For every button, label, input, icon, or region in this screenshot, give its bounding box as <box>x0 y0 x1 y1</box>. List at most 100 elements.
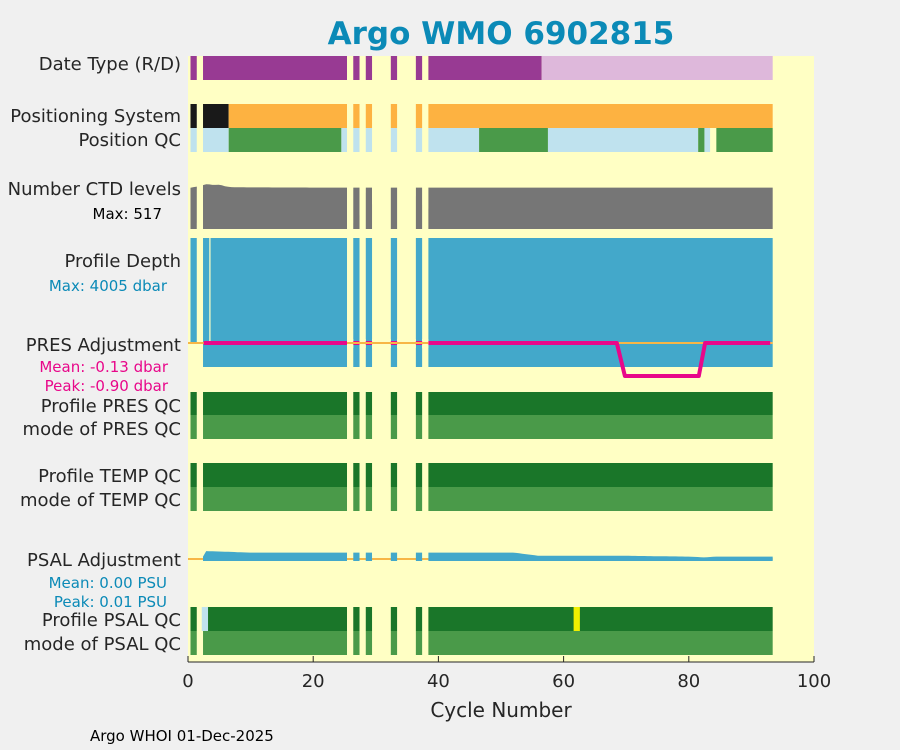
mode-pres-qc-bar <box>390 415 398 439</box>
ctd-levels-area <box>415 187 423 229</box>
position-qc-bar <box>415 128 423 152</box>
profile-depth-bar <box>203 238 210 343</box>
position-qc-bar <box>698 128 705 152</box>
position-qc-bar <box>547 128 699 152</box>
row-label-positioning-system: Positioning System <box>10 106 181 127</box>
ctd-levels-area <box>353 187 360 229</box>
psal-adjustment-area <box>365 552 373 561</box>
position-qc-bar <box>479 128 548 152</box>
ctd-levels-area <box>203 184 348 229</box>
pres-adjustment-line <box>203 341 771 378</box>
position-qc-bar <box>353 128 360 152</box>
position-qc-bar <box>390 128 398 152</box>
position-qc-bar <box>704 128 711 152</box>
row-label-profile-psal-qc: Profile PSAL QC <box>42 610 181 631</box>
date-type-bar <box>415 56 423 80</box>
profile-psal-qc-bar <box>365 607 373 631</box>
date-type-bar <box>190 56 197 80</box>
psal-adjustment-area <box>353 552 360 561</box>
profile-depth-lower-bar <box>365 343 373 367</box>
profile-depth-lower-bar <box>353 343 360 367</box>
mode-temp-qc-bar <box>390 487 398 511</box>
date-type-bar <box>353 56 360 80</box>
psal-qc-flag <box>573 607 580 631</box>
mode-psal-qc-bar <box>415 631 423 655</box>
mode-pres-qc-bar <box>365 415 373 439</box>
positioning-system-bar <box>190 104 197 128</box>
profile-depth-bar <box>415 238 423 343</box>
mode-psal-qc-bar <box>190 631 197 655</box>
x-tick-label: 80 <box>677 671 700 692</box>
chart-title: Argo WMO 6902815 <box>328 16 675 52</box>
mode-temp-qc-bar <box>415 487 423 511</box>
profile-pres-qc-bar <box>203 392 348 415</box>
mode-psal-qc-bar <box>365 631 373 655</box>
profile-temp-qc-bar <box>428 463 773 487</box>
profile-psal-qc-bar <box>415 607 423 631</box>
position-qc-bar <box>428 128 480 152</box>
profile-depth-lower-bar <box>428 343 773 367</box>
mode-temp-qc-bar <box>353 487 360 511</box>
mode-temp-qc-bar <box>190 487 197 511</box>
x-tick-label: 100 <box>797 671 831 692</box>
profile-pres-qc-bar <box>353 392 360 415</box>
profile-depth-bar <box>210 238 348 343</box>
ctd-levels-area <box>390 187 398 229</box>
psal-adjustment-area <box>203 551 348 561</box>
profile-psal-qc-bar <box>428 607 773 631</box>
x-tick-label: 20 <box>302 671 325 692</box>
profile-depth-bar <box>428 238 773 343</box>
mode-pres-qc-bar <box>415 415 423 439</box>
profile-temp-qc-bar <box>415 463 423 487</box>
psal-adjustment-area <box>415 552 423 561</box>
profile-temp-qc-bar <box>390 463 398 487</box>
row-label-position-qc: Position QC <box>78 130 181 151</box>
profile-depth-bar <box>353 238 360 343</box>
position-qc-bar <box>341 128 348 152</box>
row-label-mode-temp-qc: mode of TEMP QC <box>20 490 181 511</box>
psal-adjustment-mean-note: Mean: 0.00 PSU <box>49 574 167 592</box>
date-type-bar <box>541 56 773 80</box>
profile-temp-qc-bar <box>203 463 348 487</box>
positioning-system-bar <box>365 104 373 128</box>
profile-depth-lower-bar <box>415 343 423 367</box>
profile-psal-qc-bar <box>390 607 398 631</box>
profile-temp-qc-bar <box>353 463 360 487</box>
psal-adjustment-area <box>390 552 398 561</box>
position-qc-bar <box>190 128 197 152</box>
profile-pres-qc-bar <box>365 392 373 415</box>
ctd-levels-area <box>428 187 773 229</box>
row-label-profile-depth: Profile Depth <box>64 251 181 272</box>
row-label-n-levels: Number CTD levels <box>8 179 181 200</box>
mode-psal-qc-bar <box>353 631 360 655</box>
position-qc-bar <box>716 128 773 152</box>
mode-psal-qc-bar <box>390 631 398 655</box>
date-type-bar <box>428 56 542 80</box>
positioning-system-bar <box>415 104 423 128</box>
mode-psal-qc-bar <box>203 631 348 655</box>
ctd-levels-max-note: Max: 517 <box>93 205 162 223</box>
position-qc-bar <box>203 128 229 152</box>
pres-adjustment-peak-note: Peak: -0.90 dbar <box>45 377 169 395</box>
psal-adjustment-area <box>428 552 773 561</box>
profile-depth-lower-bar <box>203 343 348 367</box>
row-label-profile-pres-qc: Profile PRES QC <box>41 396 181 417</box>
ctd-levels-area <box>365 187 373 229</box>
mode-psal-qc-bar <box>428 631 773 655</box>
row-label-profile-temp-qc: Profile TEMP QC <box>38 466 181 487</box>
positioning-system-bar <box>203 104 229 128</box>
psal-adjustment-peak-note: Peak: 0.01 PSU <box>54 593 167 611</box>
mode-pres-qc-bar <box>190 415 197 439</box>
profile-depth-bar <box>190 238 197 343</box>
profile-pres-qc-bar <box>390 392 398 415</box>
positioning-system-bar <box>390 104 398 128</box>
profile-psal-qc-bar <box>203 607 348 631</box>
ctd-levels-area <box>190 186 197 229</box>
mode-pres-qc-bar <box>203 415 348 439</box>
row-label-pres-adjustment: PRES Adjustment <box>26 335 181 356</box>
x-axis-label: Cycle Number <box>430 698 572 722</box>
profile-pres-qc-bar <box>428 392 773 415</box>
profile-temp-qc-bar <box>190 463 197 487</box>
profile-psal-qc-bar <box>353 607 360 631</box>
